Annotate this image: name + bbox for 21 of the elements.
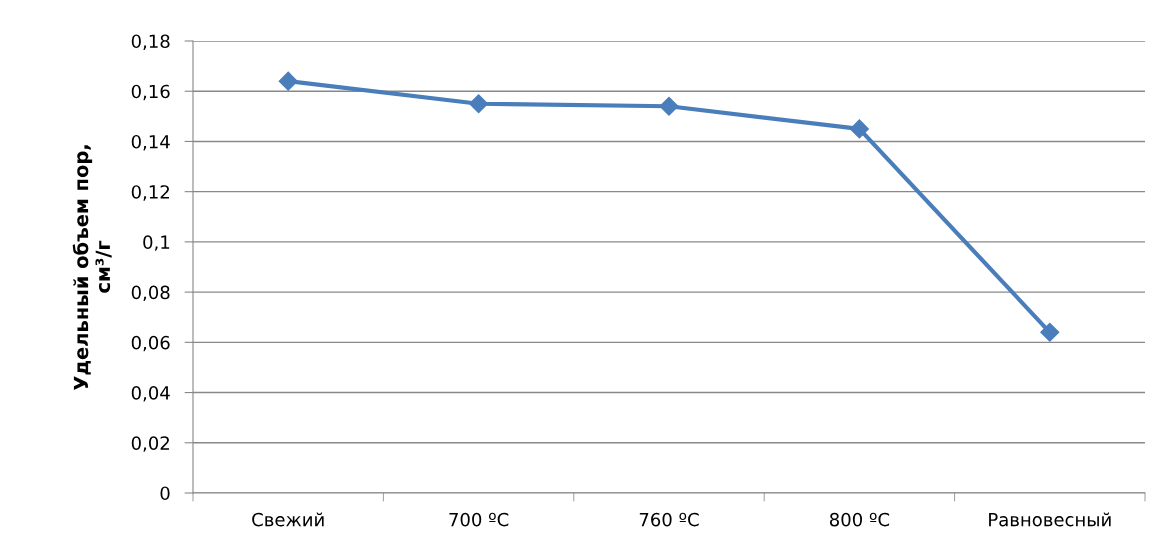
y-tick-label: 0,14: [131, 134, 170, 151]
point: [849, 119, 869, 139]
y-tick-label: 0,02: [131, 436, 169, 452]
y-tick-label: 0,1: [143, 235, 170, 251]
y-tick-label: 0,08: [131, 285, 170, 302]
x-tick-label: 760 ºC: [639, 512, 699, 527]
point: [278, 71, 298, 91]
x-tick-label: Равновесный: [989, 512, 1111, 527]
x-tick-label: 700 ºC: [449, 512, 509, 527]
y-tick-label: 0,12: [131, 185, 169, 201]
y-axis-title: Удельный объем пор, см³/г: [72, 145, 112, 391]
y-tick-label: 0,04: [131, 386, 170, 402]
x-tick-label: Свежий: [252, 512, 324, 527]
x-tick-label: 800 ºC: [829, 512, 890, 527]
y-tick-label: 0,16: [131, 84, 170, 101]
point: [659, 96, 679, 116]
point: [469, 94, 489, 114]
y-tick-label: 0,18: [131, 34, 170, 50]
y-tick-label: 0: [160, 486, 170, 501]
point: [1040, 322, 1060, 342]
y-tick-label: 0,06: [131, 335, 170, 352]
